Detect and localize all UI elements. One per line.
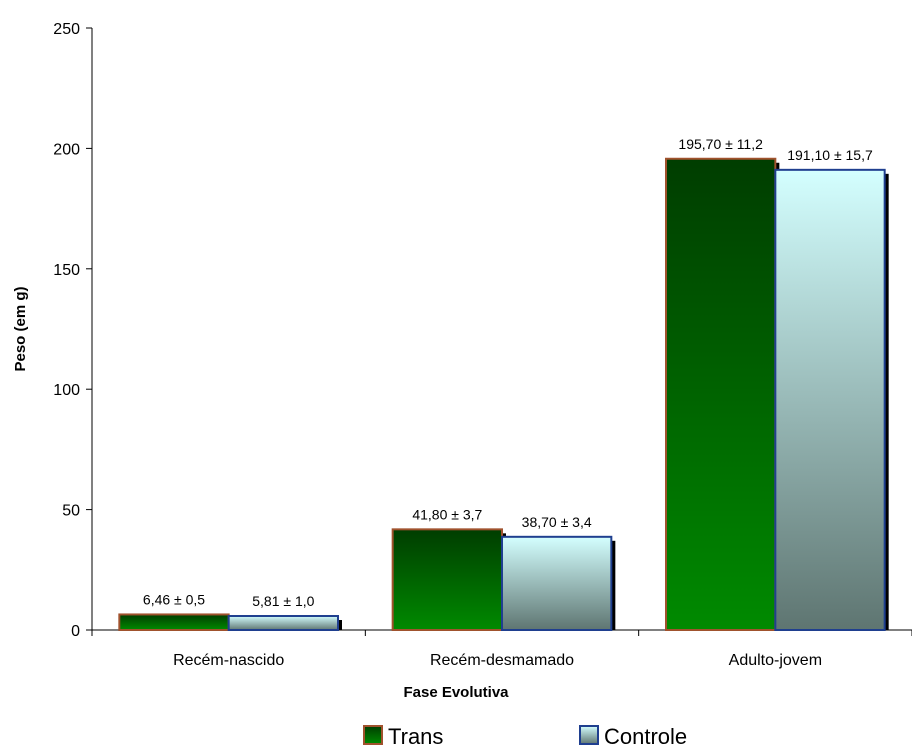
x-axis: Recém-nascido Recém-desmamado Adulto-jovem xyxy=(91,629,912,669)
y-tick-label: 150 xyxy=(53,262,80,279)
bar-trans xyxy=(118,613,230,632)
x-category-label: Adulto-jovem xyxy=(729,652,822,669)
y-tick-label: 50 xyxy=(62,503,80,520)
x-axis-title: Fase Evolutiva xyxy=(403,684,509,701)
bar-trans xyxy=(391,528,503,631)
legend: Trans Controle xyxy=(363,724,687,747)
y-tick-label: 100 xyxy=(53,382,80,399)
data-label: 41,80 ± 3,7 xyxy=(412,506,482,522)
data-label: 191,10 ± 15,7 xyxy=(787,147,873,163)
legend-swatch-trans xyxy=(363,725,383,745)
bar-trans xyxy=(665,157,777,631)
y-axis-title: Peso (em g) xyxy=(12,286,29,371)
y-tick-label: 200 xyxy=(53,141,80,158)
data-labels: 6,46 ± 0,5 5,81 ± 1,0 41,80 ± 3,7 38,70 ± 3… xyxy=(143,136,873,609)
bar-controle xyxy=(227,615,340,632)
bar-controle xyxy=(501,535,613,632)
bars xyxy=(118,157,889,632)
x-category-label: Recém-nascido xyxy=(173,652,284,669)
x-category-label: Recém-desmamado xyxy=(430,652,574,669)
data-label: 38,70 ± 3,4 xyxy=(522,514,592,530)
legend-label: Controle xyxy=(604,724,687,747)
data-label: 5,81 ± 1,0 xyxy=(252,593,314,609)
data-label: 195,70 ± 11,2 xyxy=(678,136,763,152)
y-axis: 0 50 100 150 200 250 xyxy=(53,21,93,640)
data-label: 6,46 ± 0,5 xyxy=(143,591,205,607)
legend-label: Trans xyxy=(388,724,443,747)
bar-controle xyxy=(774,168,886,631)
legend-swatch-controle xyxy=(579,725,599,745)
y-tick-label: 250 xyxy=(53,21,80,38)
y-tick-label: 0 xyxy=(71,623,80,640)
